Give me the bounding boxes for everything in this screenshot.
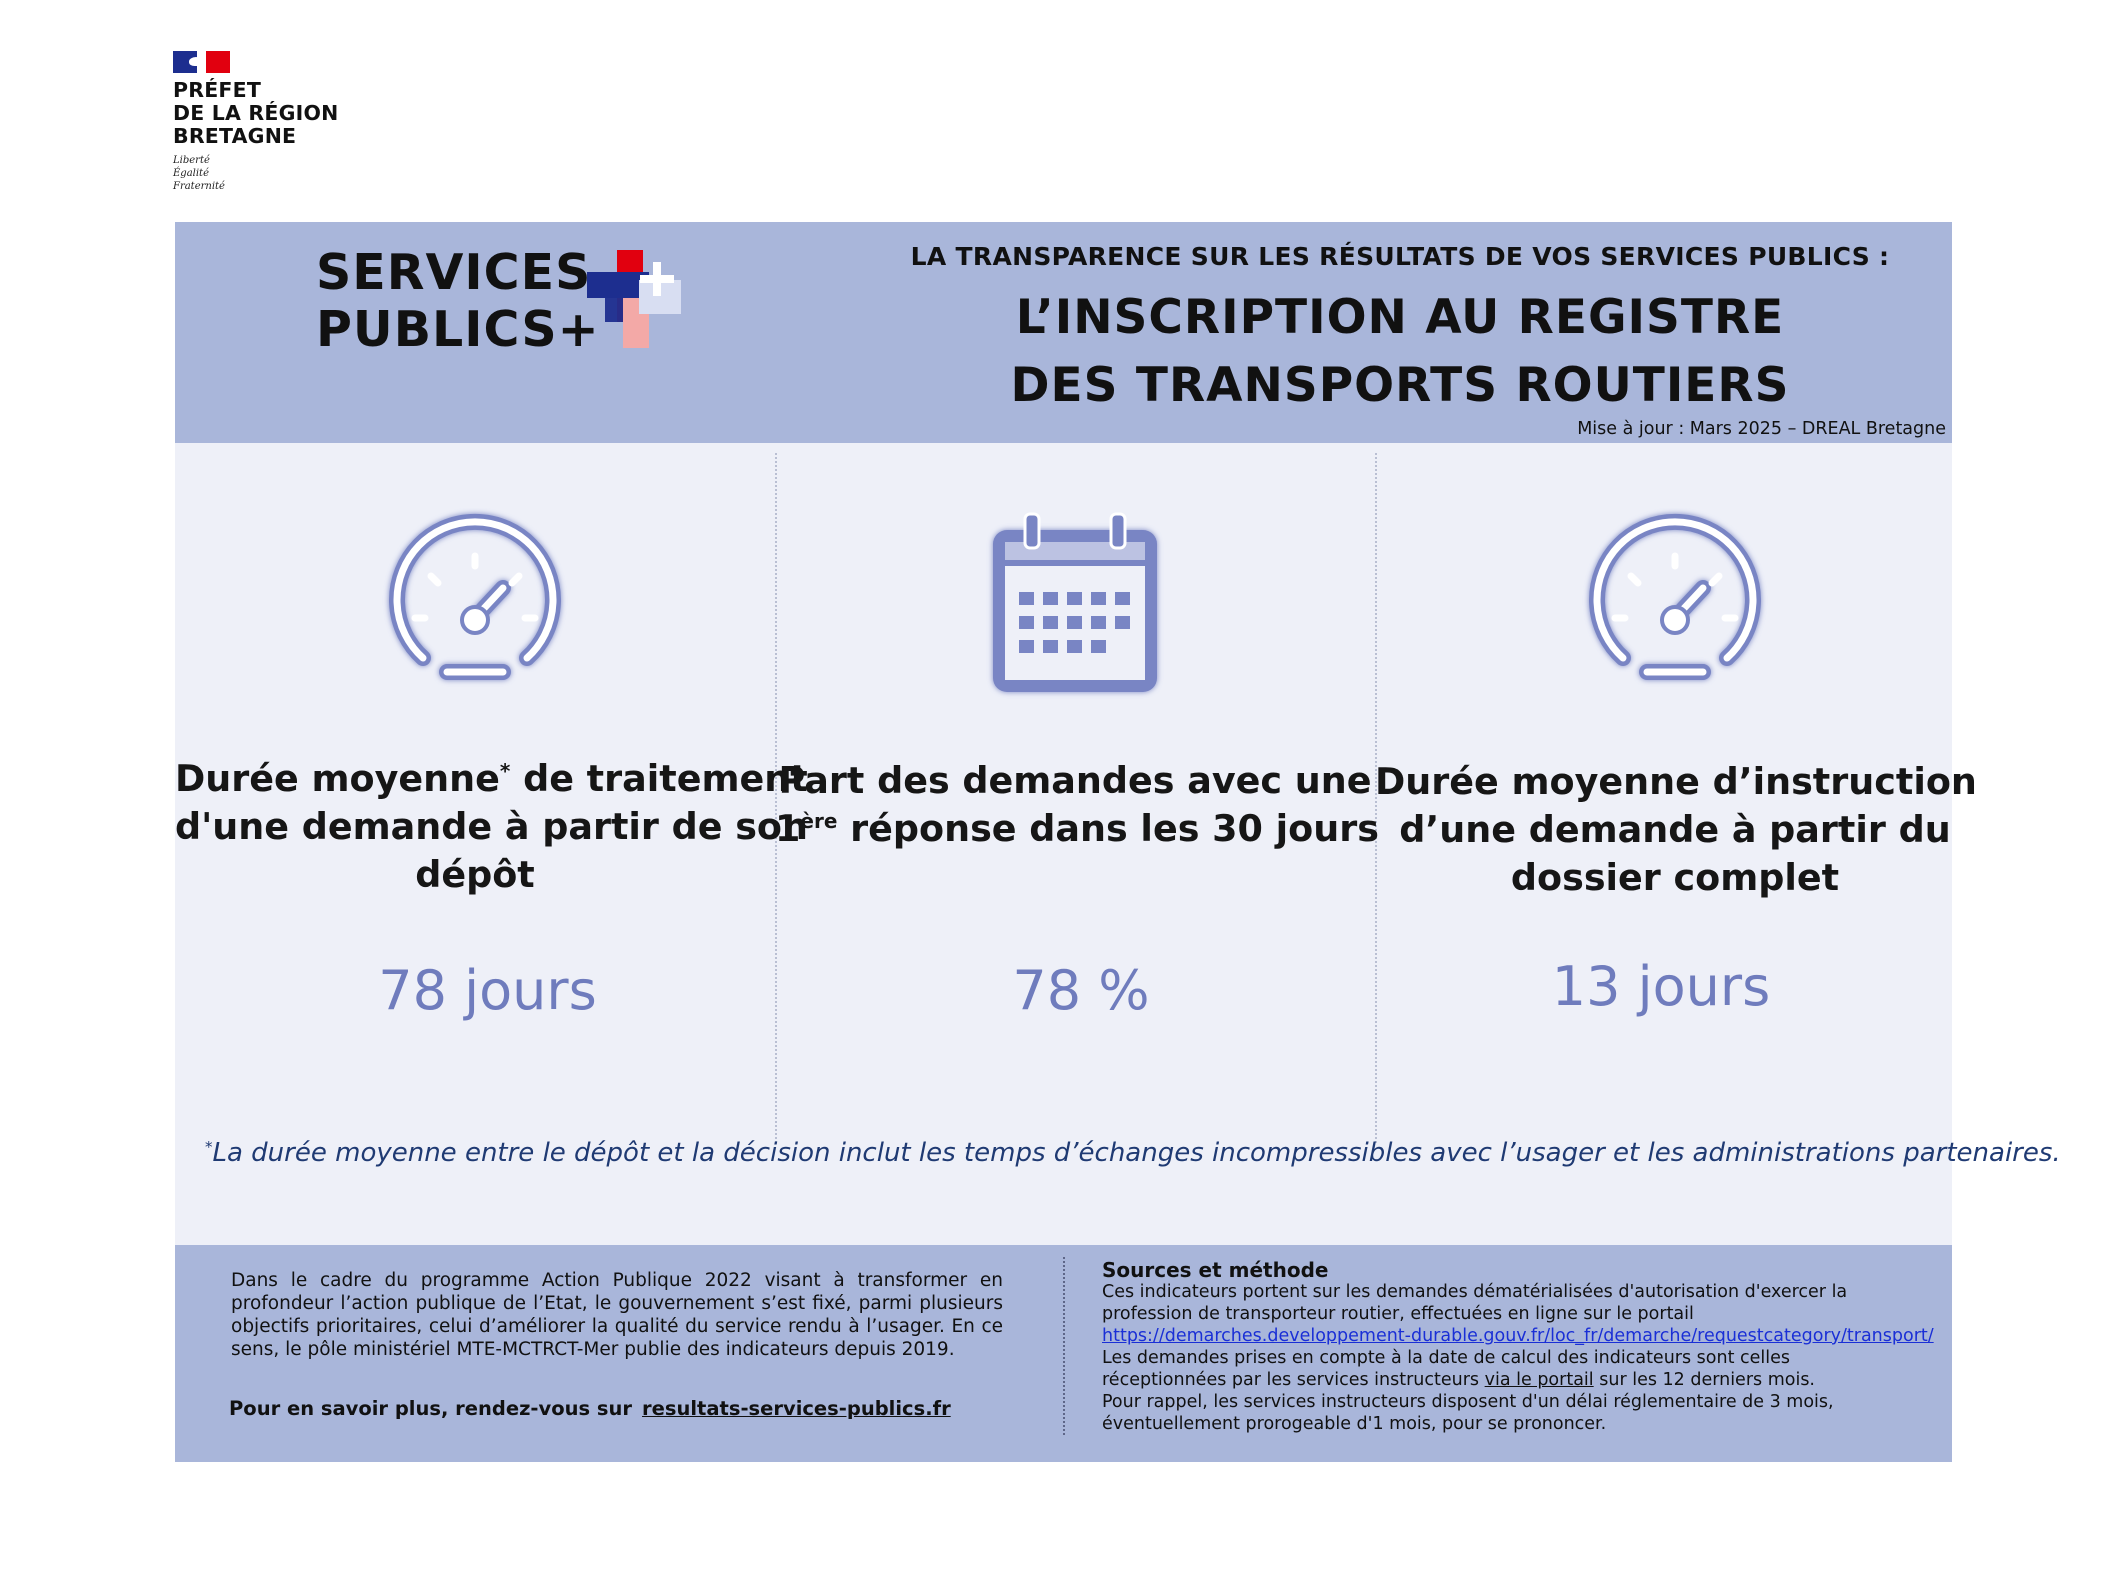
indicator-value: 78 jours — [175, 959, 775, 1022]
indicator-label-text: dépôt — [175, 851, 775, 899]
sources-title: Sources et méthode — [1102, 1259, 1912, 1281]
update-date: Mise à jour : Mars 2025 – DREAL Bretagne — [1577, 419, 1946, 439]
banner-kicker: LA TRANSPARENCE SUR LES RÉSULTATS DE VOS… — [905, 242, 1895, 271]
calendar-icon — [975, 508, 1175, 708]
title-line: DES TRANSPORTS ROUTIERS — [905, 352, 1895, 420]
indicator-label-text: Durée moyenne d’instruction — [1375, 758, 1975, 806]
indicator-label-text: 1 — [775, 807, 800, 850]
portal-url-link[interactable]: https://demarches.developpement-durable.… — [1102, 1326, 1934, 1346]
indicator-label-text: de traitement — [523, 757, 808, 800]
republic-motto: Liberté Égalité Fraternité — [173, 154, 373, 193]
indicator-label-text: réponse dans les 30 jours — [850, 807, 1379, 850]
speedometer-icon — [375, 508, 575, 708]
footnote-marker: * — [205, 1138, 213, 1156]
footer-divider — [1063, 1257, 1065, 1435]
indicator-label-text: d’une demande à partir du — [1375, 806, 1975, 854]
indicator-label-text: dossier complet — [1375, 854, 1975, 902]
indicator-label: Part des demandes avec une 1ère réponse … — [775, 757, 1375, 853]
indicator-label: Durée moyenne d’instruction d’une demand… — [1375, 758, 1975, 902]
sources-text: Ces indicateurs portent sur les demandes… — [1102, 1281, 1912, 1325]
indicators-panel: Durée moyenne* de traitement d'une deman… — [175, 443, 1952, 1245]
indicator-value: 13 jours — [1375, 955, 1975, 1018]
prefecture-name-line: PRÉFET — [173, 79, 373, 102]
portal-link[interactable]: via le portail — [1485, 1370, 1594, 1390]
learn-more: Pour en savoir plus, rendez-vous sur resu… — [229, 1397, 951, 1420]
brand-line: SERVICES — [316, 244, 600, 301]
sources-section: Sources et méthode Ces indicateurs porte… — [1102, 1259, 1912, 1435]
services-publics-brand: SERVICES PUBLICS+ — [316, 244, 600, 358]
footnote: *La durée moyenne entre le dépôt et la d… — [205, 1138, 1935, 1168]
motto-line: Fraternité — [173, 180, 373, 193]
title-line: L’INSCRIPTION AU REGISTRE — [905, 284, 1895, 352]
sources-text: sur les 12 derniers mois. — [1599, 1370, 1815, 1390]
marianne-flag-icon — [173, 51, 230, 73]
motto-line: Liberté — [173, 154, 373, 167]
prefecture-name-line: BRETAGNE — [173, 125, 373, 148]
speedometer-icon — [1575, 508, 1775, 708]
brand-line: PUBLICS+ — [316, 301, 600, 358]
learn-more-label: Pour en savoir plus, rendez-vous sur — [229, 1397, 632, 1420]
indicator-value: 78 % — [775, 959, 1375, 1022]
indicator-label-text: Durée moyenne — [175, 757, 500, 800]
footnote-marker: * — [500, 759, 510, 783]
services-publics-plus-logo — [587, 250, 687, 350]
program-intro: Dans le cadre du programme Action Publiq… — [231, 1269, 1003, 1361]
ordinal-suffix: ère — [800, 809, 837, 833]
prefecture-name: PRÉFET DE LA RÉGION BRETAGNE — [173, 79, 373, 148]
motto-line: Égalité — [173, 167, 373, 180]
government-logo: PRÉFET DE LA RÉGION BRETAGNE Liberté Éga… — [173, 51, 373, 193]
prefecture-name-line: DE LA RÉGION — [173, 102, 373, 125]
page-title: L’INSCRIPTION AU REGISTRE DES TRANSPORTS… — [905, 284, 1895, 420]
sources-text: Pour rappel, les services instructeurs d… — [1102, 1391, 1912, 1435]
indicator-label: Durée moyenne* de traitement d'une deman… — [175, 755, 775, 899]
indicator-label-text: Part des demandes avec une — [775, 757, 1375, 805]
header-banner: SERVICES PUBLICS+ LA TRANSPARENCE SUR LE… — [175, 222, 1952, 443]
footnote-text: La durée moyenne entre le dépôt et la dé… — [213, 1138, 2061, 1168]
footer-band: Dans le cadre du programme Action Publiq… — [175, 1245, 1952, 1462]
results-site-link[interactable]: resultats-services-publics.fr — [642, 1397, 951, 1420]
indicator-label-text: d'une demande à partir de son — [175, 803, 775, 851]
